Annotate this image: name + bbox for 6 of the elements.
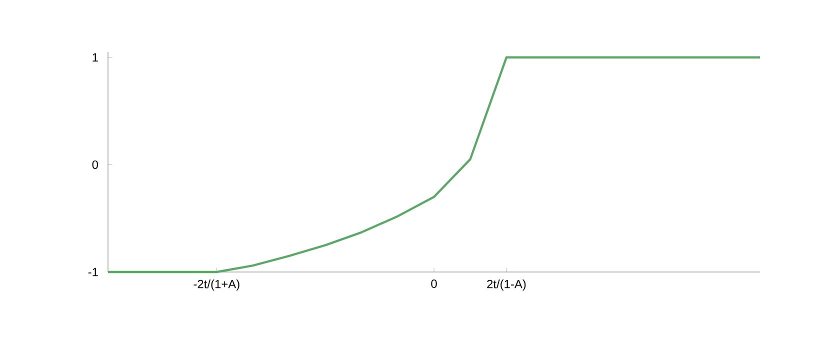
x-tick-label: -2t/(1+A) xyxy=(194,280,240,291)
x-tick-label: 2t/(1-A) xyxy=(487,280,526,291)
x-tick-label: 0 xyxy=(431,280,437,288)
y-tick-label: -1 xyxy=(88,268,98,276)
y-tick-label: 1 xyxy=(92,53,98,62)
y-tick-label: 0 xyxy=(92,160,98,169)
